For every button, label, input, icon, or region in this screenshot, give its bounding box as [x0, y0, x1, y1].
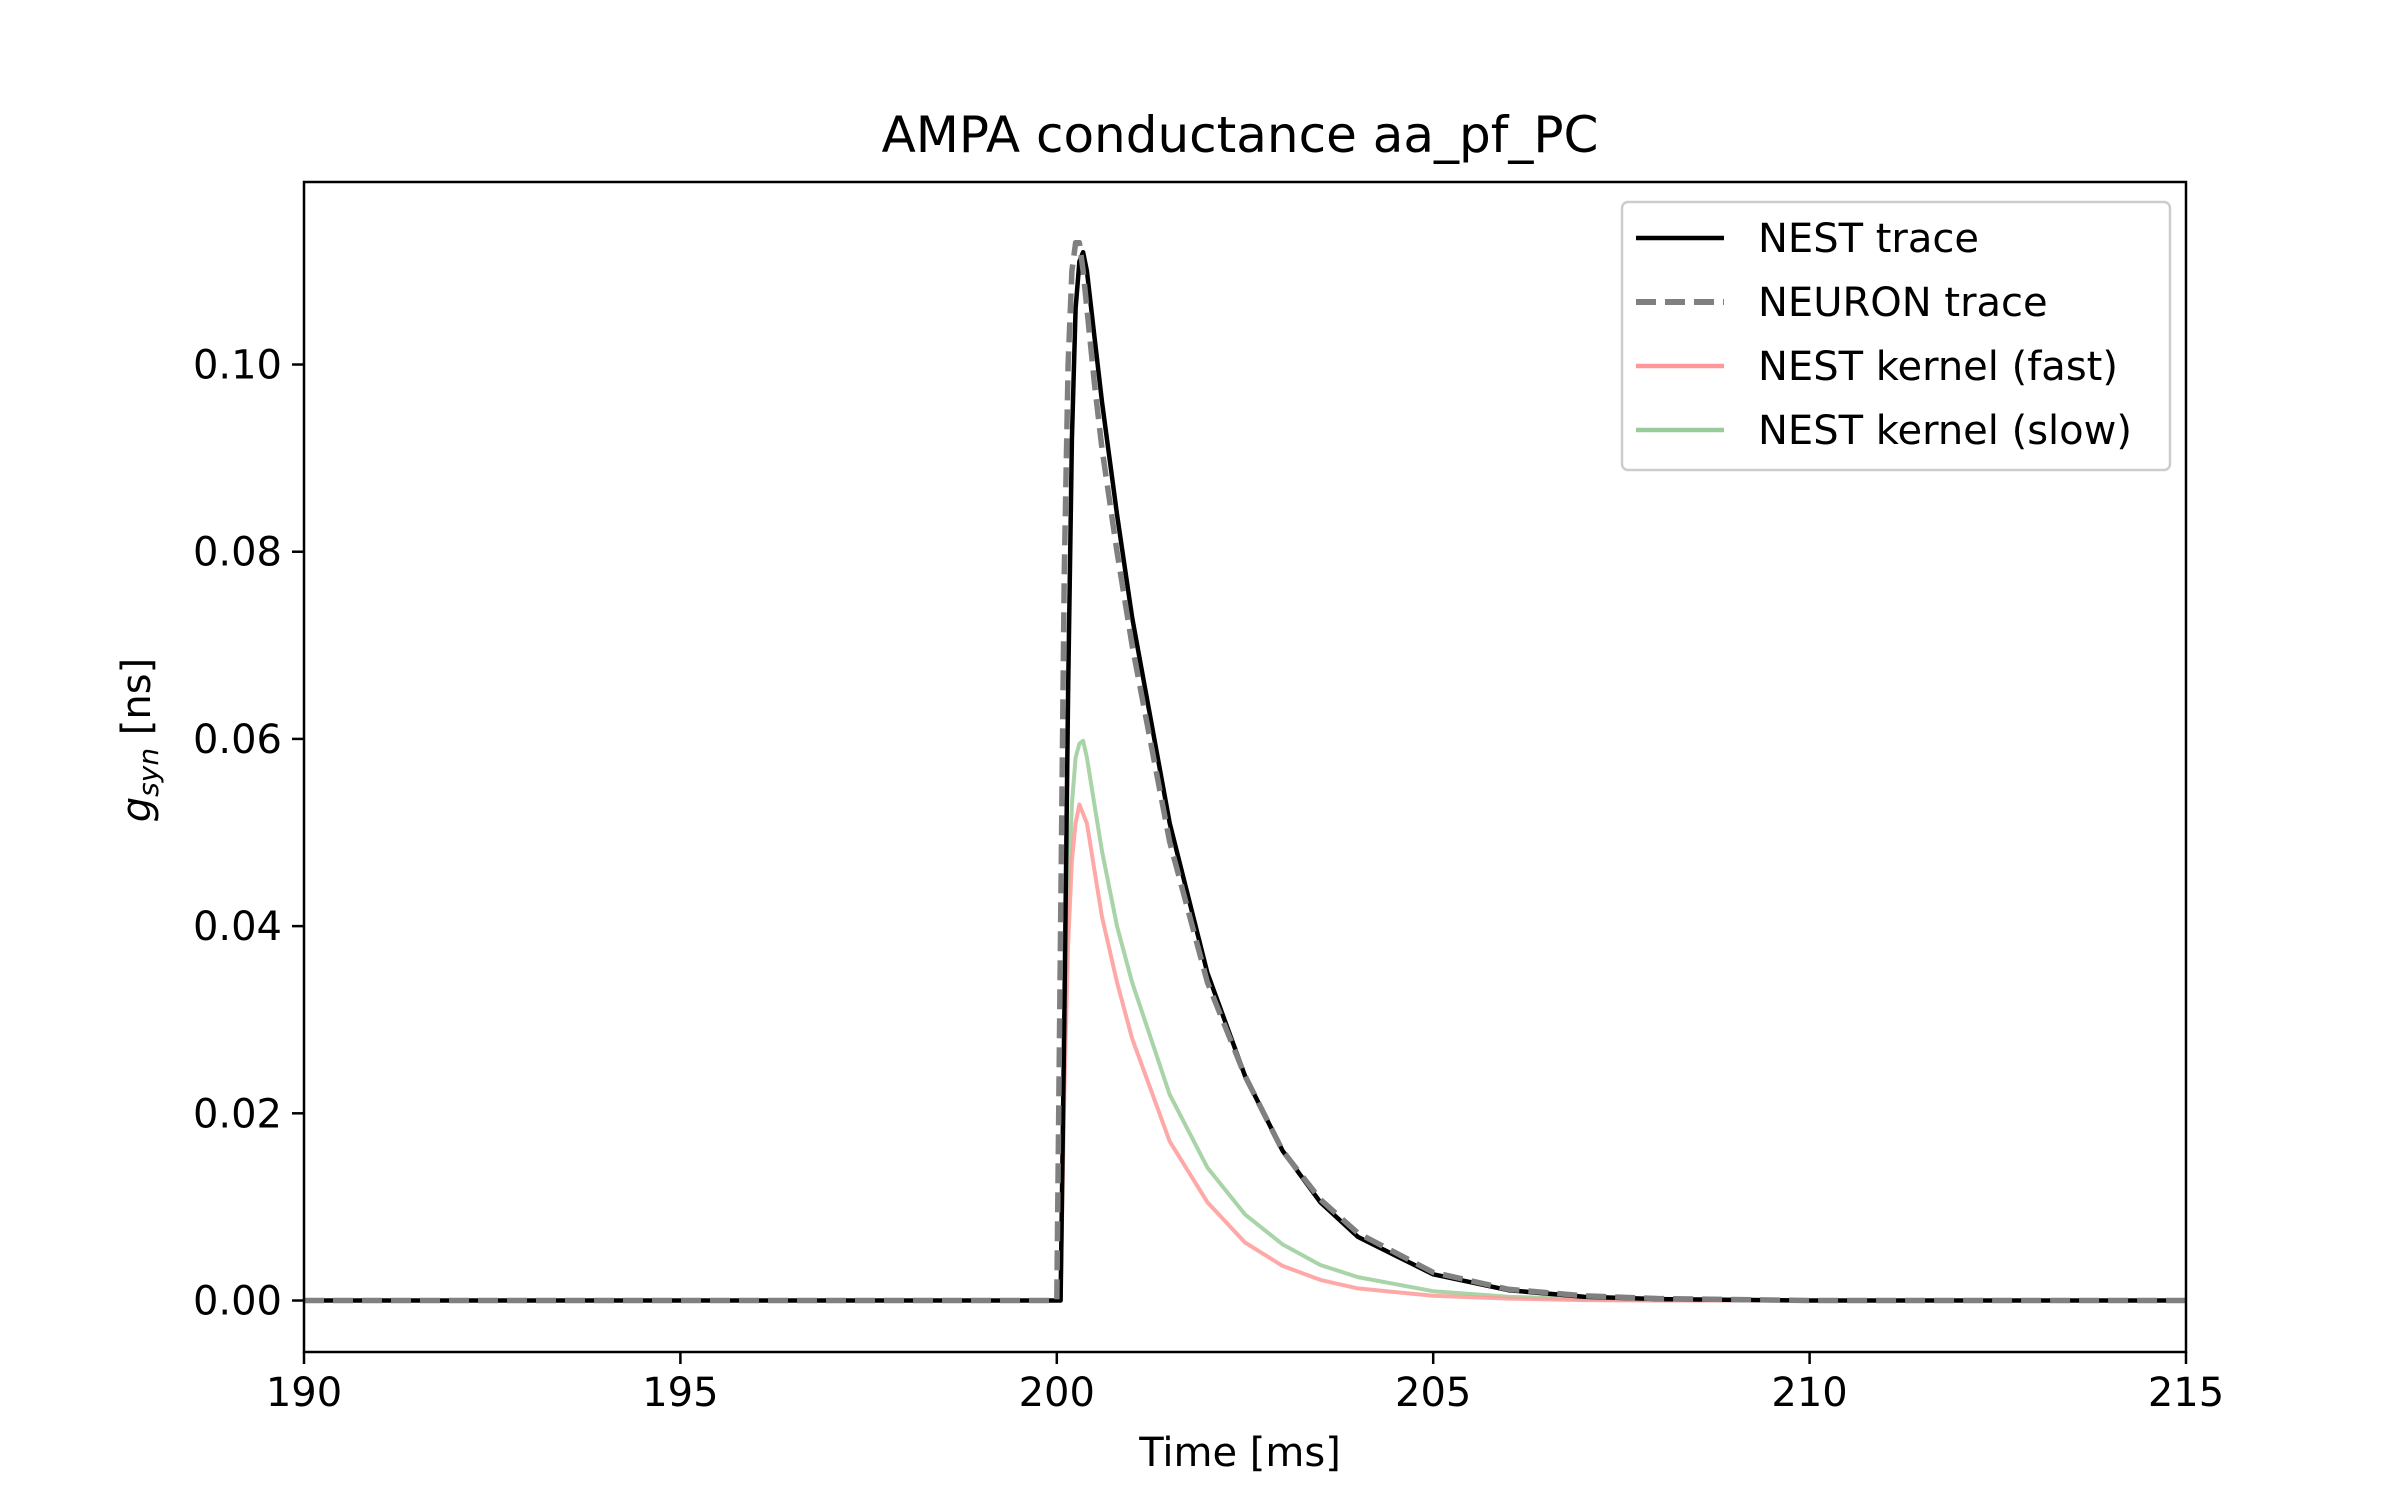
- y-axis-label: gsyn [ns]: [114, 658, 165, 822]
- y-tick-label: 0.00: [193, 1279, 282, 1325]
- y-tick-label: 0.04: [193, 904, 282, 950]
- axes-frame: [302, 180, 2188, 1354]
- legend: NEST trace NEURON trace NEST kernel (fast)…: [1620, 200, 2172, 472]
- x-tick-label: 200: [1019, 1370, 1095, 1416]
- series-line-2: [304, 802, 2186, 1303]
- x-tick-label: 195: [642, 1370, 718, 1416]
- x-axis-label: Time [ms]: [1138, 1430, 1341, 1476]
- y-axis-label-sub: syn: [132, 748, 165, 797]
- y-tick-label: 0.02: [193, 1091, 282, 1137]
- x-tick-label: 205: [1395, 1370, 1471, 1416]
- y-axis-label-main: g: [114, 797, 160, 822]
- chart-title: AMPA conductance aa_pf_PC: [882, 106, 1599, 164]
- legend-label-3: NEST kernel (slow): [1758, 408, 2132, 454]
- x-tick-label: 190: [266, 1370, 342, 1416]
- legend-label-2: NEST kernel (fast): [1758, 344, 2118, 390]
- y-tick-label: 0.10: [193, 343, 282, 389]
- legend-box: [1620, 200, 2172, 472]
- legend-label-1: NEURON trace: [1758, 280, 2048, 326]
- x-tick-label: 210: [1771, 1370, 1847, 1416]
- legend-label-0: NEST trace: [1758, 216, 1979, 262]
- series-group: [304, 240, 2186, 1304]
- y-axis-label-unit: [ns]: [114, 658, 160, 748]
- x-tick-label: 215: [2148, 1370, 2224, 1416]
- plot-area: 190 195 200 205 210 215 0.00 0.02 0.04 0.06 0.08 0.…: [193, 180, 2224, 1416]
- y-tick-label: 0.06: [193, 717, 282, 763]
- y-tick-label: 0.08: [193, 530, 282, 576]
